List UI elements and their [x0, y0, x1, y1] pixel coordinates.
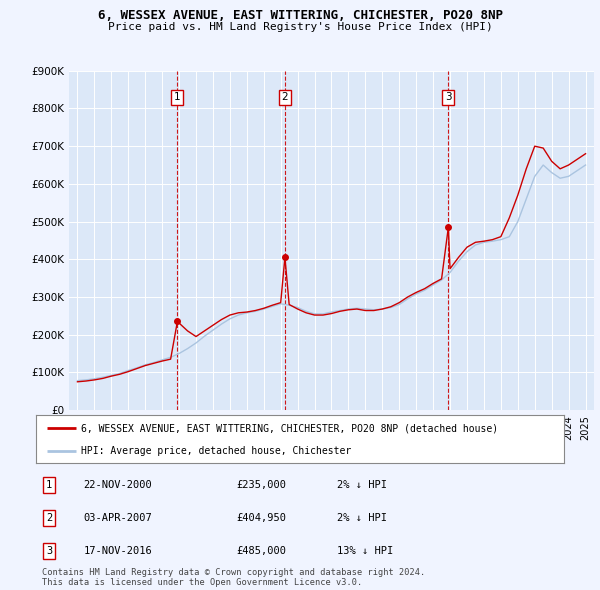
Text: 17-NOV-2016: 17-NOV-2016 — [83, 546, 152, 556]
Text: 2% ↓ HPI: 2% ↓ HPI — [337, 480, 387, 490]
Text: 13% ↓ HPI: 13% ↓ HPI — [337, 546, 393, 556]
Text: 1: 1 — [46, 480, 52, 490]
Text: 2: 2 — [281, 92, 288, 102]
Text: 03-APR-2007: 03-APR-2007 — [83, 513, 152, 523]
Text: £485,000: £485,000 — [236, 546, 287, 556]
Text: 3: 3 — [445, 92, 452, 102]
Text: Price paid vs. HM Land Registry's House Price Index (HPI): Price paid vs. HM Land Registry's House … — [107, 22, 493, 32]
Text: 2: 2 — [46, 513, 52, 523]
Text: £235,000: £235,000 — [236, 480, 287, 490]
Text: Contains HM Land Registry data © Crown copyright and database right 2024.
This d: Contains HM Land Registry data © Crown c… — [42, 568, 425, 587]
Text: 6, WESSEX AVENUE, EAST WITTERING, CHICHESTER, PO20 8NP (detached house): 6, WESSEX AVENUE, EAST WITTERING, CHICHE… — [81, 423, 498, 433]
Text: HPI: Average price, detached house, Chichester: HPI: Average price, detached house, Chic… — [81, 446, 351, 456]
Text: 1: 1 — [174, 92, 181, 102]
Text: 22-NOV-2000: 22-NOV-2000 — [83, 480, 152, 490]
Text: 6, WESSEX AVENUE, EAST WITTERING, CHICHESTER, PO20 8NP: 6, WESSEX AVENUE, EAST WITTERING, CHICHE… — [97, 9, 503, 22]
Text: 3: 3 — [46, 546, 52, 556]
Text: £404,950: £404,950 — [236, 513, 287, 523]
Text: 2% ↓ HPI: 2% ↓ HPI — [337, 513, 387, 523]
